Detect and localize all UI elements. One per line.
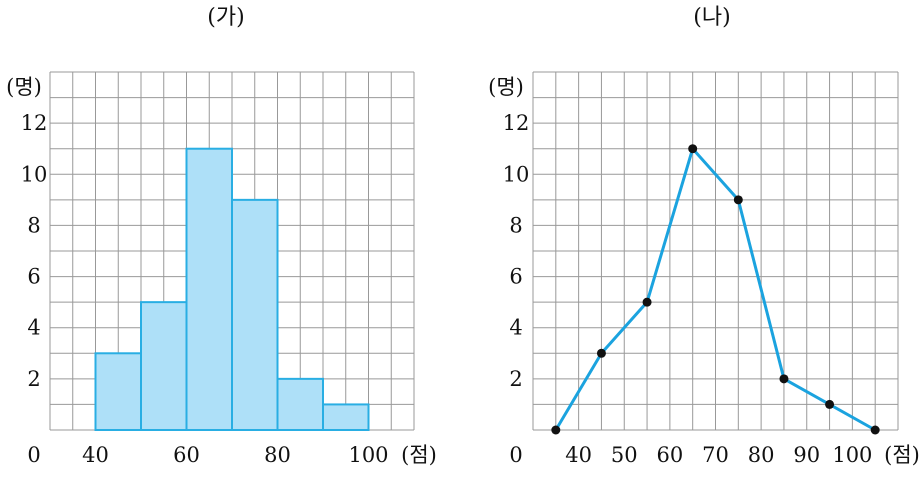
histogram-origin-label: 0 bbox=[27, 443, 40, 467]
y-tick-label: 8 bbox=[509, 213, 522, 237]
histogram-bar bbox=[187, 149, 233, 430]
histogram-title: (가) bbox=[207, 5, 244, 30]
x-tick-label: 90 bbox=[793, 443, 820, 467]
histogram-y-ticks: 2 4 6 8 10 12 bbox=[21, 111, 48, 391]
histogram-x-ticks: 40 60 80 100 bbox=[82, 443, 388, 467]
y-tick-label: 8 bbox=[27, 213, 40, 237]
histogram-bar bbox=[232, 200, 278, 430]
y-tick-label: 12 bbox=[21, 111, 48, 135]
polygon-y-ticks: 2 4 6 8 10 12 bbox=[503, 111, 530, 391]
x-tick-label: 50 bbox=[611, 443, 638, 467]
polygon-y-unit: (명) bbox=[488, 75, 524, 99]
polygon-panel: (나) 2 4 6 8 10 12 40 50 60 70 80 90 100 (명) 0 (점) bbox=[488, 5, 920, 467]
y-tick-label: 6 bbox=[27, 265, 40, 289]
histogram-bar bbox=[278, 379, 324, 430]
polygon-data-point bbox=[643, 298, 652, 307]
histogram-bar bbox=[141, 302, 187, 430]
y-tick-label: 10 bbox=[21, 162, 48, 186]
x-tick-label: 100 bbox=[348, 443, 388, 467]
y-tick-label: 10 bbox=[503, 162, 530, 186]
polygon-title: (나) bbox=[693, 5, 730, 30]
x-tick-label: 40 bbox=[82, 443, 109, 467]
y-tick-label: 12 bbox=[503, 111, 530, 135]
x-tick-label: 60 bbox=[173, 443, 200, 467]
polygon-x-unit: (점) bbox=[884, 443, 920, 467]
histogram-x-unit: (점) bbox=[401, 443, 437, 467]
histogram-panel: (가) 2 4 6 8 10 12 40 60 80 100 (명) 0 (점) bbox=[6, 5, 437, 467]
polygon-data-point bbox=[688, 144, 697, 153]
polygon-data-point bbox=[825, 400, 834, 409]
y-tick-label: 4 bbox=[509, 316, 522, 340]
y-tick-label: 2 bbox=[27, 367, 40, 391]
histogram-y-unit: (명) bbox=[6, 75, 42, 99]
polygon-data-point bbox=[597, 349, 606, 358]
histogram-bar bbox=[323, 404, 369, 430]
polygon-data-point bbox=[871, 426, 880, 435]
histogram-bar bbox=[96, 353, 142, 430]
polygon-origin-label: 0 bbox=[509, 443, 522, 467]
y-tick-label: 4 bbox=[27, 316, 40, 340]
histogram-bars bbox=[96, 149, 369, 430]
y-tick-label: 6 bbox=[509, 265, 522, 289]
x-tick-label: 40 bbox=[565, 443, 592, 467]
x-tick-label: 80 bbox=[264, 443, 291, 467]
polygon-data-point bbox=[734, 195, 743, 204]
y-tick-label: 2 bbox=[509, 367, 522, 391]
x-tick-label: 60 bbox=[657, 443, 684, 467]
polygon-data-point bbox=[551, 426, 560, 435]
polygon-data-point bbox=[779, 374, 788, 383]
x-tick-label: 80 bbox=[748, 443, 775, 467]
x-tick-label: 100 bbox=[832, 443, 872, 467]
x-tick-label: 70 bbox=[702, 443, 729, 467]
polygon-x-ticks: 40 50 60 70 80 90 100 bbox=[565, 443, 872, 467]
